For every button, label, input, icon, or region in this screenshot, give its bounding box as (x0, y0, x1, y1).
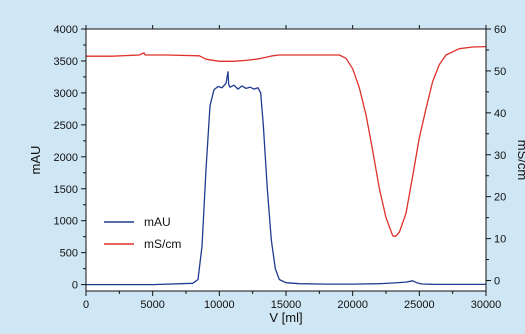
legend-label-mAU: mAU (144, 215, 171, 229)
plot-area (86, 29, 486, 291)
x-tick-label: 5000 (140, 299, 164, 311)
y-left-tick-label: 1500 (54, 184, 78, 196)
y-left-tick-label: 1000 (54, 216, 78, 228)
x-tick-label: 20000 (337, 299, 368, 311)
x-tick-label: 15000 (271, 299, 302, 311)
y-right-tick-label: 40 (494, 108, 506, 120)
series-line-mAU (86, 71, 486, 286)
y-right-tick-label: 0 (494, 276, 500, 288)
x-axis-label: V [ml] (269, 310, 302, 325)
y-left-tick-label: 2500 (54, 120, 78, 132)
x-tick-label: 0 (83, 299, 89, 311)
legend-label-mS-cm: mS/cm (144, 237, 181, 251)
y-left-tick-label: 3000 (54, 88, 78, 100)
y-right-tick-label: 60 (494, 24, 506, 36)
y-left-tick-label: 500 (60, 248, 78, 260)
axes-layer: 0 5000 10000 15000 20000 25000 300000500100015… (54, 24, 507, 311)
y-axis-left-label: mAU (28, 146, 43, 175)
y-left-tick-label: 4000 (54, 24, 78, 36)
y-axis-right-label: mS/cm (515, 140, 525, 180)
x-tick-label: 30000 (471, 299, 502, 311)
y-right-tick-label: 50 (494, 66, 506, 78)
y-left-tick-label: 2000 (54, 152, 78, 164)
series-line-mS-cm (86, 45, 487, 238)
y-left-tick-label: 0 (72, 280, 78, 292)
series-layer (86, 45, 487, 286)
legend: mAU mS/cm (104, 215, 181, 251)
y-right-tick-label: 10 (494, 234, 506, 246)
y-right-tick-label: 20 (494, 192, 506, 204)
x-tick-label: 25000 (404, 299, 435, 311)
x-tick-label: 10000 (204, 299, 235, 311)
y-left-tick-label: 3500 (54, 56, 78, 68)
y-right-tick-label: 30 (494, 150, 506, 162)
